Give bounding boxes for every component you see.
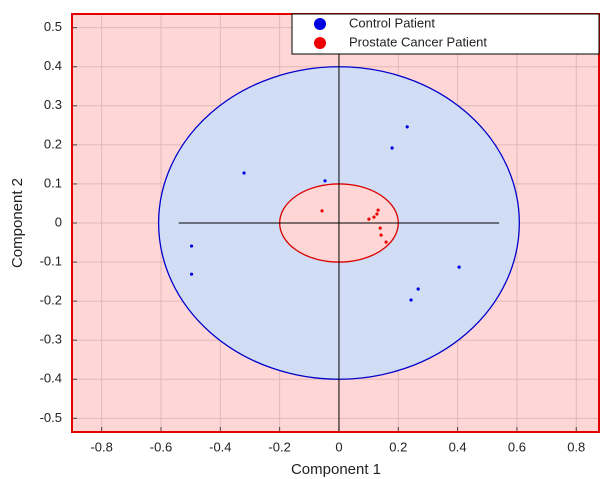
y-tick-label: 0.1 (44, 175, 62, 190)
y-tick-label: 0.3 (44, 97, 62, 112)
x-tick-label: -0.2 (268, 439, 290, 454)
point (372, 215, 376, 219)
y-tick-label: 0.5 (44, 19, 62, 34)
point (416, 287, 420, 291)
y-tick-label: -0.2 (40, 293, 62, 308)
point (367, 217, 371, 221)
x-tick-label: 0.6 (508, 439, 526, 454)
legend-label: Control Patient (349, 15, 435, 30)
legend-box (291, 13, 600, 55)
x-axis-label: Component 1 (291, 461, 381, 478)
point (405, 125, 409, 129)
x-tick-label: 0.2 (389, 439, 407, 454)
x-tick-label: 0.8 (567, 439, 585, 454)
point (242, 171, 246, 175)
x-tick-label: -0.8 (90, 439, 112, 454)
x-tick-label: 0.4 (449, 439, 467, 454)
legend-label: Prostate Cancer Patient (349, 34, 487, 49)
y-tick-label: -0.3 (40, 332, 62, 347)
point (376, 208, 380, 212)
legend: Control Patient Prostate Cancer Patient (291, 13, 600, 55)
point (390, 146, 394, 150)
y-tick-label: -0.4 (40, 371, 62, 386)
x-tick-label: 0 (335, 439, 342, 454)
point (323, 179, 327, 183)
y-tick-label: 0 (55, 214, 62, 229)
point (409, 298, 413, 302)
x-tick-label: -0.6 (150, 439, 172, 454)
point (379, 233, 383, 237)
point (384, 240, 388, 244)
point (375, 212, 379, 216)
point (457, 265, 461, 269)
legend-marker (314, 18, 326, 30)
y-tick-label: 0.2 (44, 136, 62, 151)
x-tick-label: -0.4 (209, 439, 231, 454)
point (189, 272, 194, 276)
y-tick-label: -0.5 (40, 410, 62, 425)
y-axis-label: Component 2 (9, 178, 26, 268)
point (189, 244, 194, 248)
y-tick-label: 0.4 (44, 58, 62, 73)
legend-marker (314, 37, 326, 49)
point (378, 226, 382, 230)
point (320, 209, 324, 213)
y-tick-label: -0.1 (40, 254, 62, 269)
